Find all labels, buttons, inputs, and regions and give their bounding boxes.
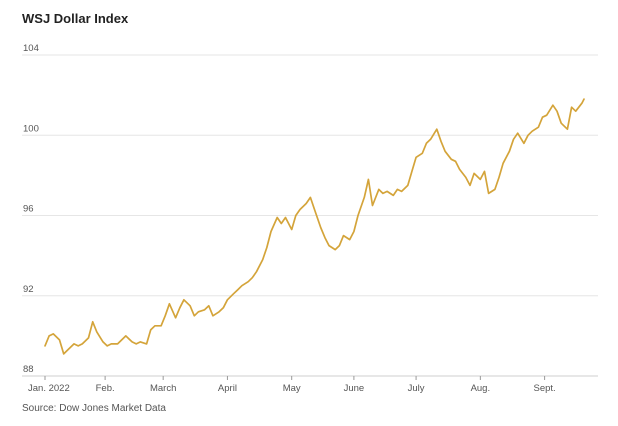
x-tick-label: June (344, 383, 365, 394)
y-axis-labels: 104 100 96 92 88 (23, 43, 39, 375)
series-line (44, 98, 585, 355)
y-tick-label: 88 (23, 364, 34, 375)
x-tick-label: March (150, 383, 176, 394)
x-axis: Jan. 2022 Feb. March April May June July Aug. Se… (22, 375, 598, 394)
chart-title: WSJ Dollar Index (22, 11, 129, 26)
y-tick-label: 92 (23, 284, 34, 295)
y-tick-label: 104 (23, 43, 39, 54)
y-tick-label: 96 (23, 204, 34, 215)
x-tick-label: Sept. (534, 383, 556, 394)
x-tick-label: April (218, 383, 237, 394)
x-tick-label: May (283, 383, 301, 394)
y-tick-label: 100 (23, 123, 39, 134)
x-tick-label: Aug. (471, 383, 491, 394)
x-tick-label: Feb. (96, 383, 115, 394)
gridlines (22, 54, 598, 297)
x-tick-label: Jan. 2022 (28, 383, 70, 394)
x-tick-label: July (408, 383, 425, 394)
source-note: Source: Dow Jones Market Data (22, 403, 166, 414)
